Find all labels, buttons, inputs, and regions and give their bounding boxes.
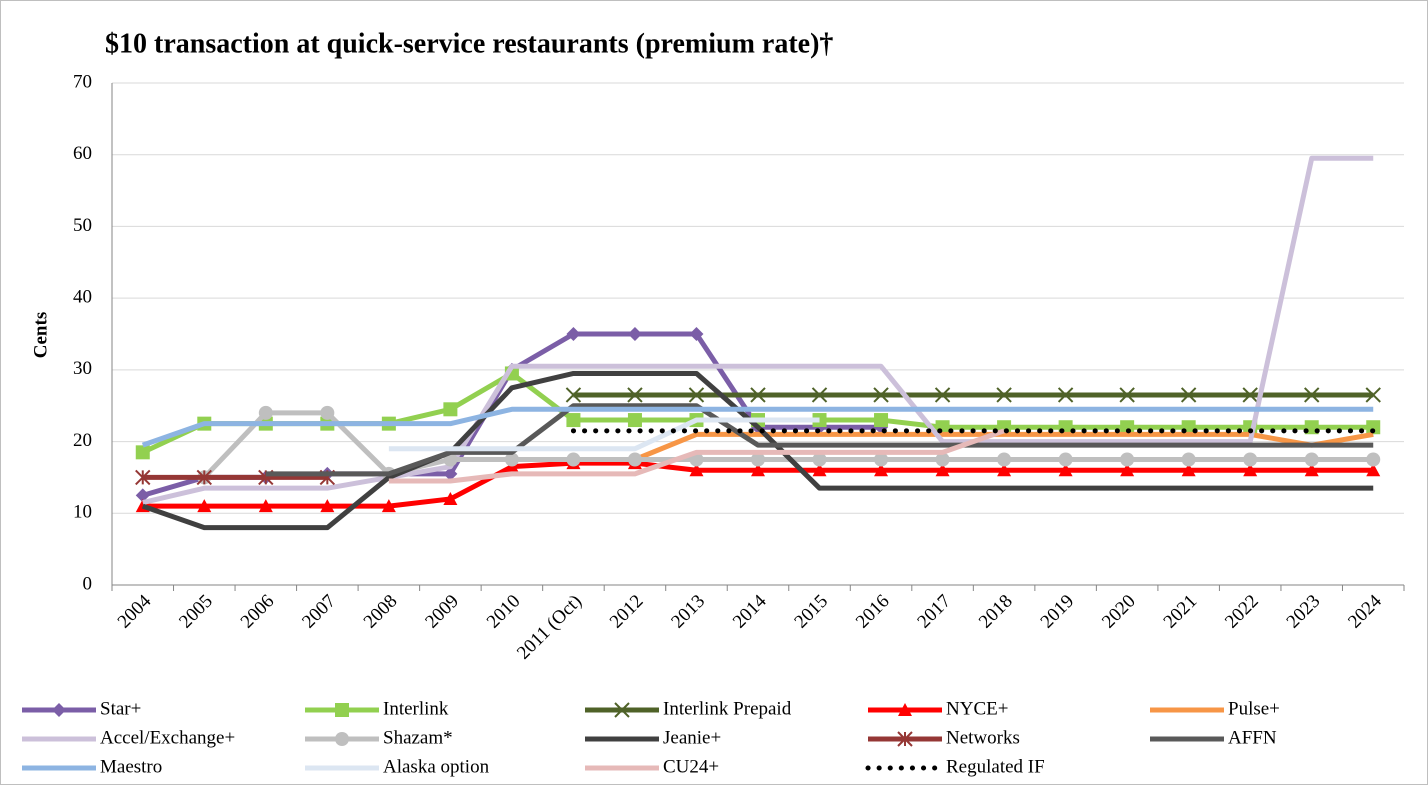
point-marker <box>874 463 889 477</box>
point-marker <box>812 452 827 467</box>
point-marker <box>1180 387 1197 403</box>
point-marker <box>1304 463 1319 477</box>
legend-label: Maestro <box>100 756 162 777</box>
series-line <box>265 403 1374 477</box>
point-marker <box>1181 452 1196 467</box>
legend-label: Alaska option <box>383 756 490 777</box>
point-marker <box>320 405 335 420</box>
point-marker <box>1304 452 1319 467</box>
legend-label: Interlink <box>383 698 449 719</box>
point-marker <box>997 452 1012 467</box>
point-marker <box>1366 420 1381 435</box>
series-line <box>388 417 820 452</box>
legend-label: Regulated IF <box>946 756 1045 777</box>
y-tick-label: 70 <box>73 71 92 92</box>
point-marker <box>874 452 889 467</box>
point-marker <box>566 452 581 467</box>
legend-label: Interlink Prepaid <box>663 698 792 719</box>
point-marker <box>566 413 581 428</box>
point-marker <box>897 731 913 747</box>
legend-label: CU24+ <box>663 756 719 777</box>
point-marker <box>997 463 1012 477</box>
y-tick-label: 30 <box>73 358 92 379</box>
point-marker <box>335 703 349 717</box>
point-marker <box>996 387 1012 403</box>
point-marker <box>935 452 950 467</box>
point-marker <box>751 463 765 477</box>
series-line <box>388 428 1005 484</box>
point-marker <box>688 387 705 403</box>
series-line <box>142 155 1374 505</box>
series-line <box>141 370 1374 531</box>
legend-label: Star+ <box>100 698 141 719</box>
point-marker <box>135 488 150 503</box>
point-marker <box>614 702 630 718</box>
point-marker <box>689 463 704 477</box>
legend-label: Shazam* <box>383 727 453 748</box>
point-marker <box>750 387 766 403</box>
point-marker <box>258 499 273 513</box>
point-marker <box>443 402 458 417</box>
point-marker <box>811 387 828 403</box>
y-tick-label: 20 <box>73 430 92 451</box>
point-marker <box>381 499 396 513</box>
point-marker <box>258 405 273 420</box>
y-tick-label: 40 <box>73 287 92 308</box>
point-marker <box>1120 463 1135 477</box>
point-marker <box>135 445 150 460</box>
legend-label: Accel/Exchange+ <box>100 727 235 748</box>
point-marker <box>196 469 212 486</box>
point-marker <box>1243 452 1258 467</box>
legend-label: Pulse+ <box>1228 698 1280 719</box>
point-marker <box>812 463 827 477</box>
point-marker <box>1366 452 1381 467</box>
legend-label: AFFN <box>1228 727 1277 748</box>
legend-label: NYCE+ <box>946 698 1008 719</box>
point-marker <box>627 413 642 428</box>
point-marker <box>565 387 582 403</box>
point-marker <box>566 327 581 341</box>
point-marker <box>1057 387 1074 403</box>
legend-label: Networks <box>946 727 1020 748</box>
point-marker <box>1058 463 1073 477</box>
point-marker <box>335 732 349 746</box>
point-marker <box>627 387 643 403</box>
point-marker <box>627 327 642 341</box>
chart-title: $10 transaction at quick-service restaur… <box>105 28 833 59</box>
point-marker <box>504 452 519 467</box>
y-tick-label: 0 <box>83 573 93 594</box>
y-tick-label: 50 <box>73 215 92 236</box>
point-marker <box>1120 452 1135 467</box>
point-marker <box>1058 452 1073 467</box>
point-marker <box>1181 463 1196 477</box>
y-tick-label: 10 <box>73 502 92 523</box>
point-marker <box>1366 463 1381 477</box>
point-marker <box>135 469 151 486</box>
series-line <box>141 406 1374 448</box>
point-marker <box>443 491 458 505</box>
point-marker <box>1243 463 1258 477</box>
point-marker <box>1365 387 1381 403</box>
point-marker <box>443 466 458 481</box>
point-marker <box>934 387 951 403</box>
point-marker <box>935 463 950 477</box>
point-marker <box>1304 387 1320 403</box>
point-marker <box>898 703 912 716</box>
point-marker <box>751 452 765 467</box>
point-marker <box>320 499 335 513</box>
point-marker <box>197 499 212 513</box>
point-marker <box>874 413 889 428</box>
legend-label: Jeanie+ <box>663 727 721 748</box>
point-marker <box>1119 387 1135 403</box>
point-marker <box>689 327 704 341</box>
point-marker <box>627 452 642 467</box>
point-marker <box>52 703 66 717</box>
y-axis-label: Cents <box>30 312 51 358</box>
y-tick-label: 60 <box>73 143 92 164</box>
point-marker <box>873 387 889 403</box>
point-marker <box>1242 387 1258 403</box>
